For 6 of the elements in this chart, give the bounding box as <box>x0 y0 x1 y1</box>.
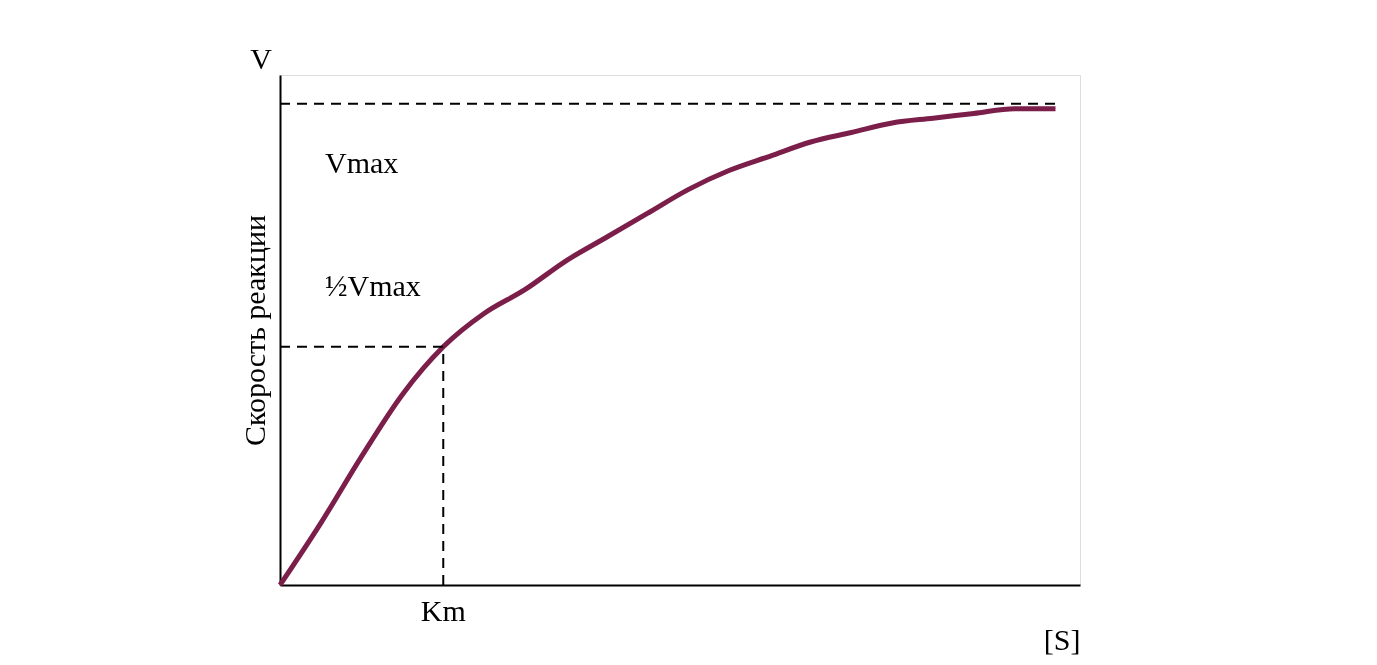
x-axis-title: [S] <box>1043 622 1081 656</box>
ref-line-label: ½Vmax <box>325 268 421 302</box>
text: V <box>250 42 273 75</box>
y-axis-title: Скорость реакции <box>237 214 271 447</box>
text: Km <box>420 594 466 627</box>
ref-line-label: Vmax <box>325 145 399 179</box>
